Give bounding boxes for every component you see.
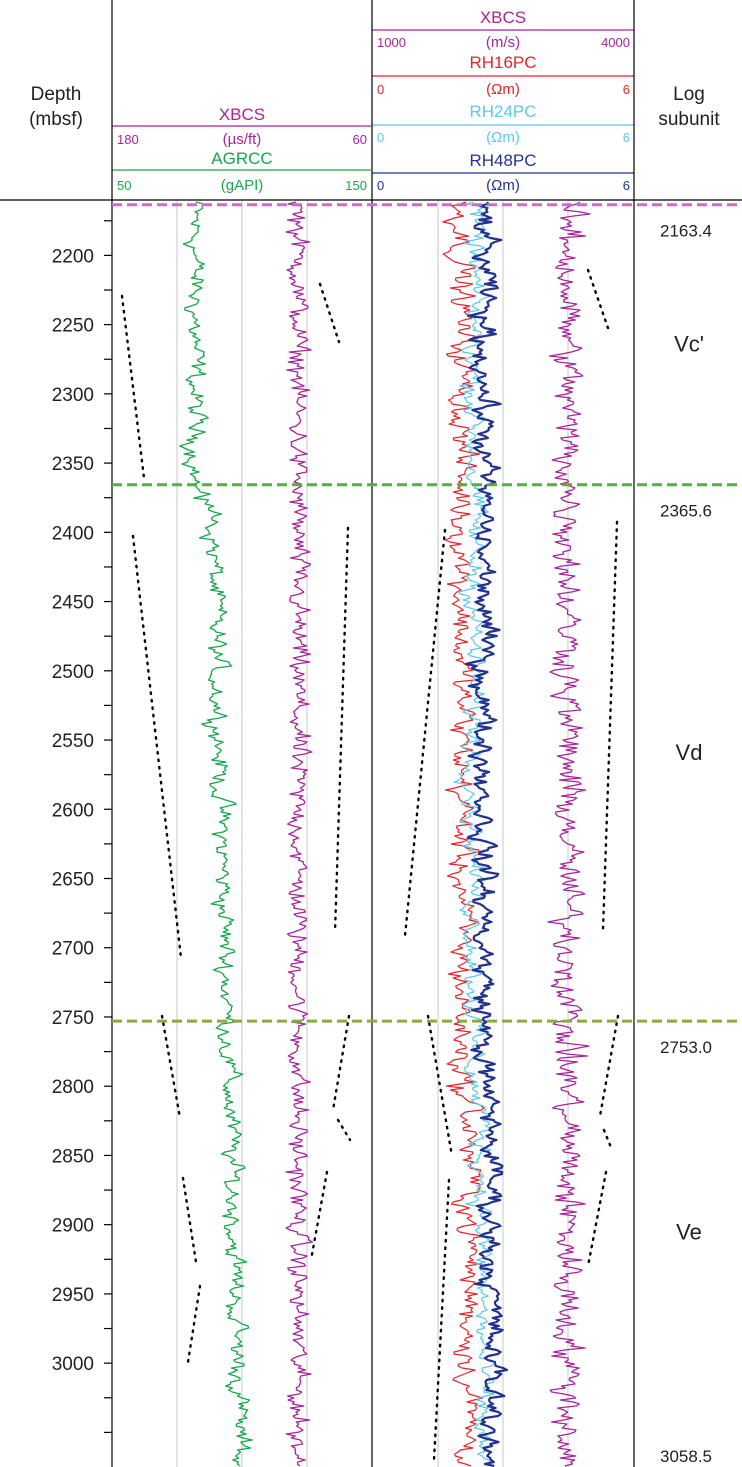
track2-rh16-scale-left: 0 <box>377 82 384 97</box>
track1-xbcs-unit: (µs/ft) <box>223 131 262 148</box>
depth-tick-label: 2400 <box>52 523 94 544</box>
rh48-curve <box>464 201 509 1467</box>
subunit-boundaries: 2163.4 2365.6 2753.0 3058.5 <box>112 203 742 1466</box>
trend-line <box>318 282 341 344</box>
depth-tick-label: 2200 <box>52 246 94 267</box>
subunit-boundary-depth: 2365.6 <box>660 502 712 521</box>
trend-line <box>186 1284 202 1364</box>
subunit-boundary-depth: 2753.0 <box>660 1038 712 1057</box>
subunit-column-title-line1: Log <box>673 84 705 105</box>
subunit-boundary-depth: 2163.4 <box>660 222 712 241</box>
track1-xbcs-curve <box>285 201 314 1467</box>
trend-line <box>131 534 183 960</box>
depth-tick-label: 2500 <box>52 662 94 683</box>
trend-lines <box>120 268 620 1462</box>
trend-line <box>181 1176 198 1264</box>
depth-tick-label: 2300 <box>52 385 94 406</box>
log-curves <box>179 201 591 1467</box>
trend-line <box>586 1170 608 1268</box>
subunit-label: Vc' <box>674 332 704 357</box>
depth-axis: 2200 2250 2300 2350 2400 2450 2500 2550 2600 2650… <box>52 220 112 1433</box>
subunit-label: Ve <box>676 1220 702 1245</box>
track2-rh16-unit: (Ωm) <box>486 81 520 98</box>
track1-agrcc-name: AGRCC <box>211 149 272 168</box>
trend-line <box>586 268 610 330</box>
depth-tick-label: 2650 <box>52 870 94 891</box>
trend-line <box>120 294 146 480</box>
track2-xbcs-scale-right: 4000 <box>601 35 630 50</box>
track2-xbcs-unit: (m/s) <box>486 34 520 51</box>
track2-header: XBCS 1000 (m/s) 4000 RH16PC 0 (Ωm) 6 RH2… <box>372 8 634 194</box>
depth-tick-label: 2450 <box>52 593 94 614</box>
track1-header: XBCS 180 (µs/ft) 60 AGRCC 50 (gAPI) 150 <box>112 105 371 194</box>
depth-tick-label: 2900 <box>52 1216 94 1237</box>
depth-axis-label-line1: Depth <box>31 84 82 105</box>
trend-line <box>333 526 350 934</box>
track2-rh24-unit: (Ωm) <box>486 129 520 146</box>
track2-xbcs-name: XBCS <box>480 8 526 27</box>
depth-tick-label: 2800 <box>52 1077 94 1098</box>
track2-rh24-scale-right: 6 <box>623 130 630 145</box>
trend-line <box>309 1170 329 1262</box>
subunit-label: Vd <box>676 740 703 765</box>
agrcc-curve <box>179 201 253 1467</box>
track1-agrcc-scale-left: 50 <box>117 178 131 193</box>
track1-agrcc-unit: (gAPI) <box>221 177 264 194</box>
trend-line <box>160 1014 182 1120</box>
subunit-labels: Vc' Vd Ve <box>674 332 704 1245</box>
subunit-boundary-depth: 3058.5 <box>660 1447 712 1466</box>
trend-line <box>601 520 619 932</box>
depth-tick-label: 2700 <box>52 939 94 960</box>
track1-agrcc-scale-right: 150 <box>345 178 367 193</box>
depth-tick-label: 2550 <box>52 731 94 752</box>
depth-tick-label: 2850 <box>52 1146 94 1167</box>
track2-xbcs-curve <box>547 201 591 1467</box>
track2-rh48-name: RH48PC <box>469 151 536 170</box>
depth-tick-label: 2250 <box>52 316 94 337</box>
track2-rh48-scale-left: 0 <box>377 178 384 193</box>
trend-line <box>426 1014 454 1158</box>
track2-rh24-name: RH24PC <box>469 102 536 121</box>
track2-rh48-unit: (Ωm) <box>486 177 520 194</box>
trend-line <box>403 528 447 938</box>
trend-line <box>336 1118 352 1142</box>
track2-rh16-name: RH16PC <box>469 53 536 72</box>
track1-xbcs-scale-left: 180 <box>117 132 139 147</box>
trend-line <box>432 1178 451 1462</box>
track2-rh48-scale-right: 6 <box>623 178 630 193</box>
subunit-column-title-line2: subunit <box>658 109 720 130</box>
trend-line <box>331 1014 351 1112</box>
rh16-curve <box>442 201 485 1467</box>
track2-xbcs-scale-left: 1000 <box>377 35 406 50</box>
track1-xbcs-scale-right: 60 <box>353 132 367 147</box>
depth-tick-label: 2750 <box>52 1008 94 1029</box>
depth-tick-label: 3000 <box>52 1354 94 1375</box>
trend-line <box>602 1128 614 1152</box>
depth-tick-label: 2950 <box>52 1285 94 1306</box>
trend-line <box>598 1014 620 1118</box>
depth-tick-label: 2350 <box>52 454 94 475</box>
track2-rh16-scale-right: 6 <box>623 82 630 97</box>
track1-xbcs-name: XBCS <box>219 105 265 124</box>
track2-rh24-scale-left: 0 <box>377 130 384 145</box>
depth-axis-label-line2: (mbsf) <box>29 109 83 130</box>
depth-tick-label: 2600 <box>52 800 94 821</box>
